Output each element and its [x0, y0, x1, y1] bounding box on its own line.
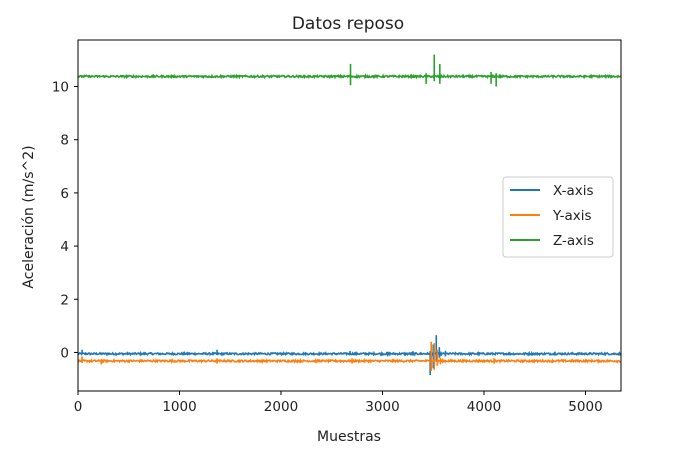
y-tick-label: 4: [60, 239, 69, 255]
plot-frame: [77, 39, 622, 392]
series-layer: [77, 54, 622, 376]
legend-label: X-axis: [553, 183, 594, 199]
x-tick-label: 0: [74, 399, 83, 415]
y-tick-label: 2: [60, 292, 69, 308]
x-axis-label: Muestras: [317, 429, 381, 445]
x-tick-label: 1000: [162, 399, 196, 415]
y-tick-label: 10: [52, 80, 69, 96]
legend: X-axis Y-axis Z-axis: [502, 176, 614, 258]
chart-title: Datos reposo: [292, 14, 404, 34]
y-tick-label: 6: [60, 186, 69, 202]
series-line-z-axis: [77, 73, 622, 80]
x-axis: 0 1000 2000 3000 4000 5000: [74, 391, 603, 415]
y-tick-label: 0: [60, 345, 69, 361]
legend-label: Y-axis: [552, 208, 592, 224]
series-line-y-axis: [77, 357, 622, 365]
legend-box: [502, 176, 614, 258]
x-tick-label: 4000: [467, 399, 501, 415]
y-axis: 0 2 4 6 8 10: [52, 80, 78, 361]
legend-label: Z-axis: [553, 233, 594, 249]
x-tick-label: 3000: [365, 399, 399, 415]
y-axis-label: Aceleración (m/s^2): [21, 145, 37, 288]
y-tick-label: 8: [60, 133, 69, 149]
x-tick-label: 5000: [568, 399, 602, 415]
x-tick-label: 2000: [264, 399, 298, 415]
